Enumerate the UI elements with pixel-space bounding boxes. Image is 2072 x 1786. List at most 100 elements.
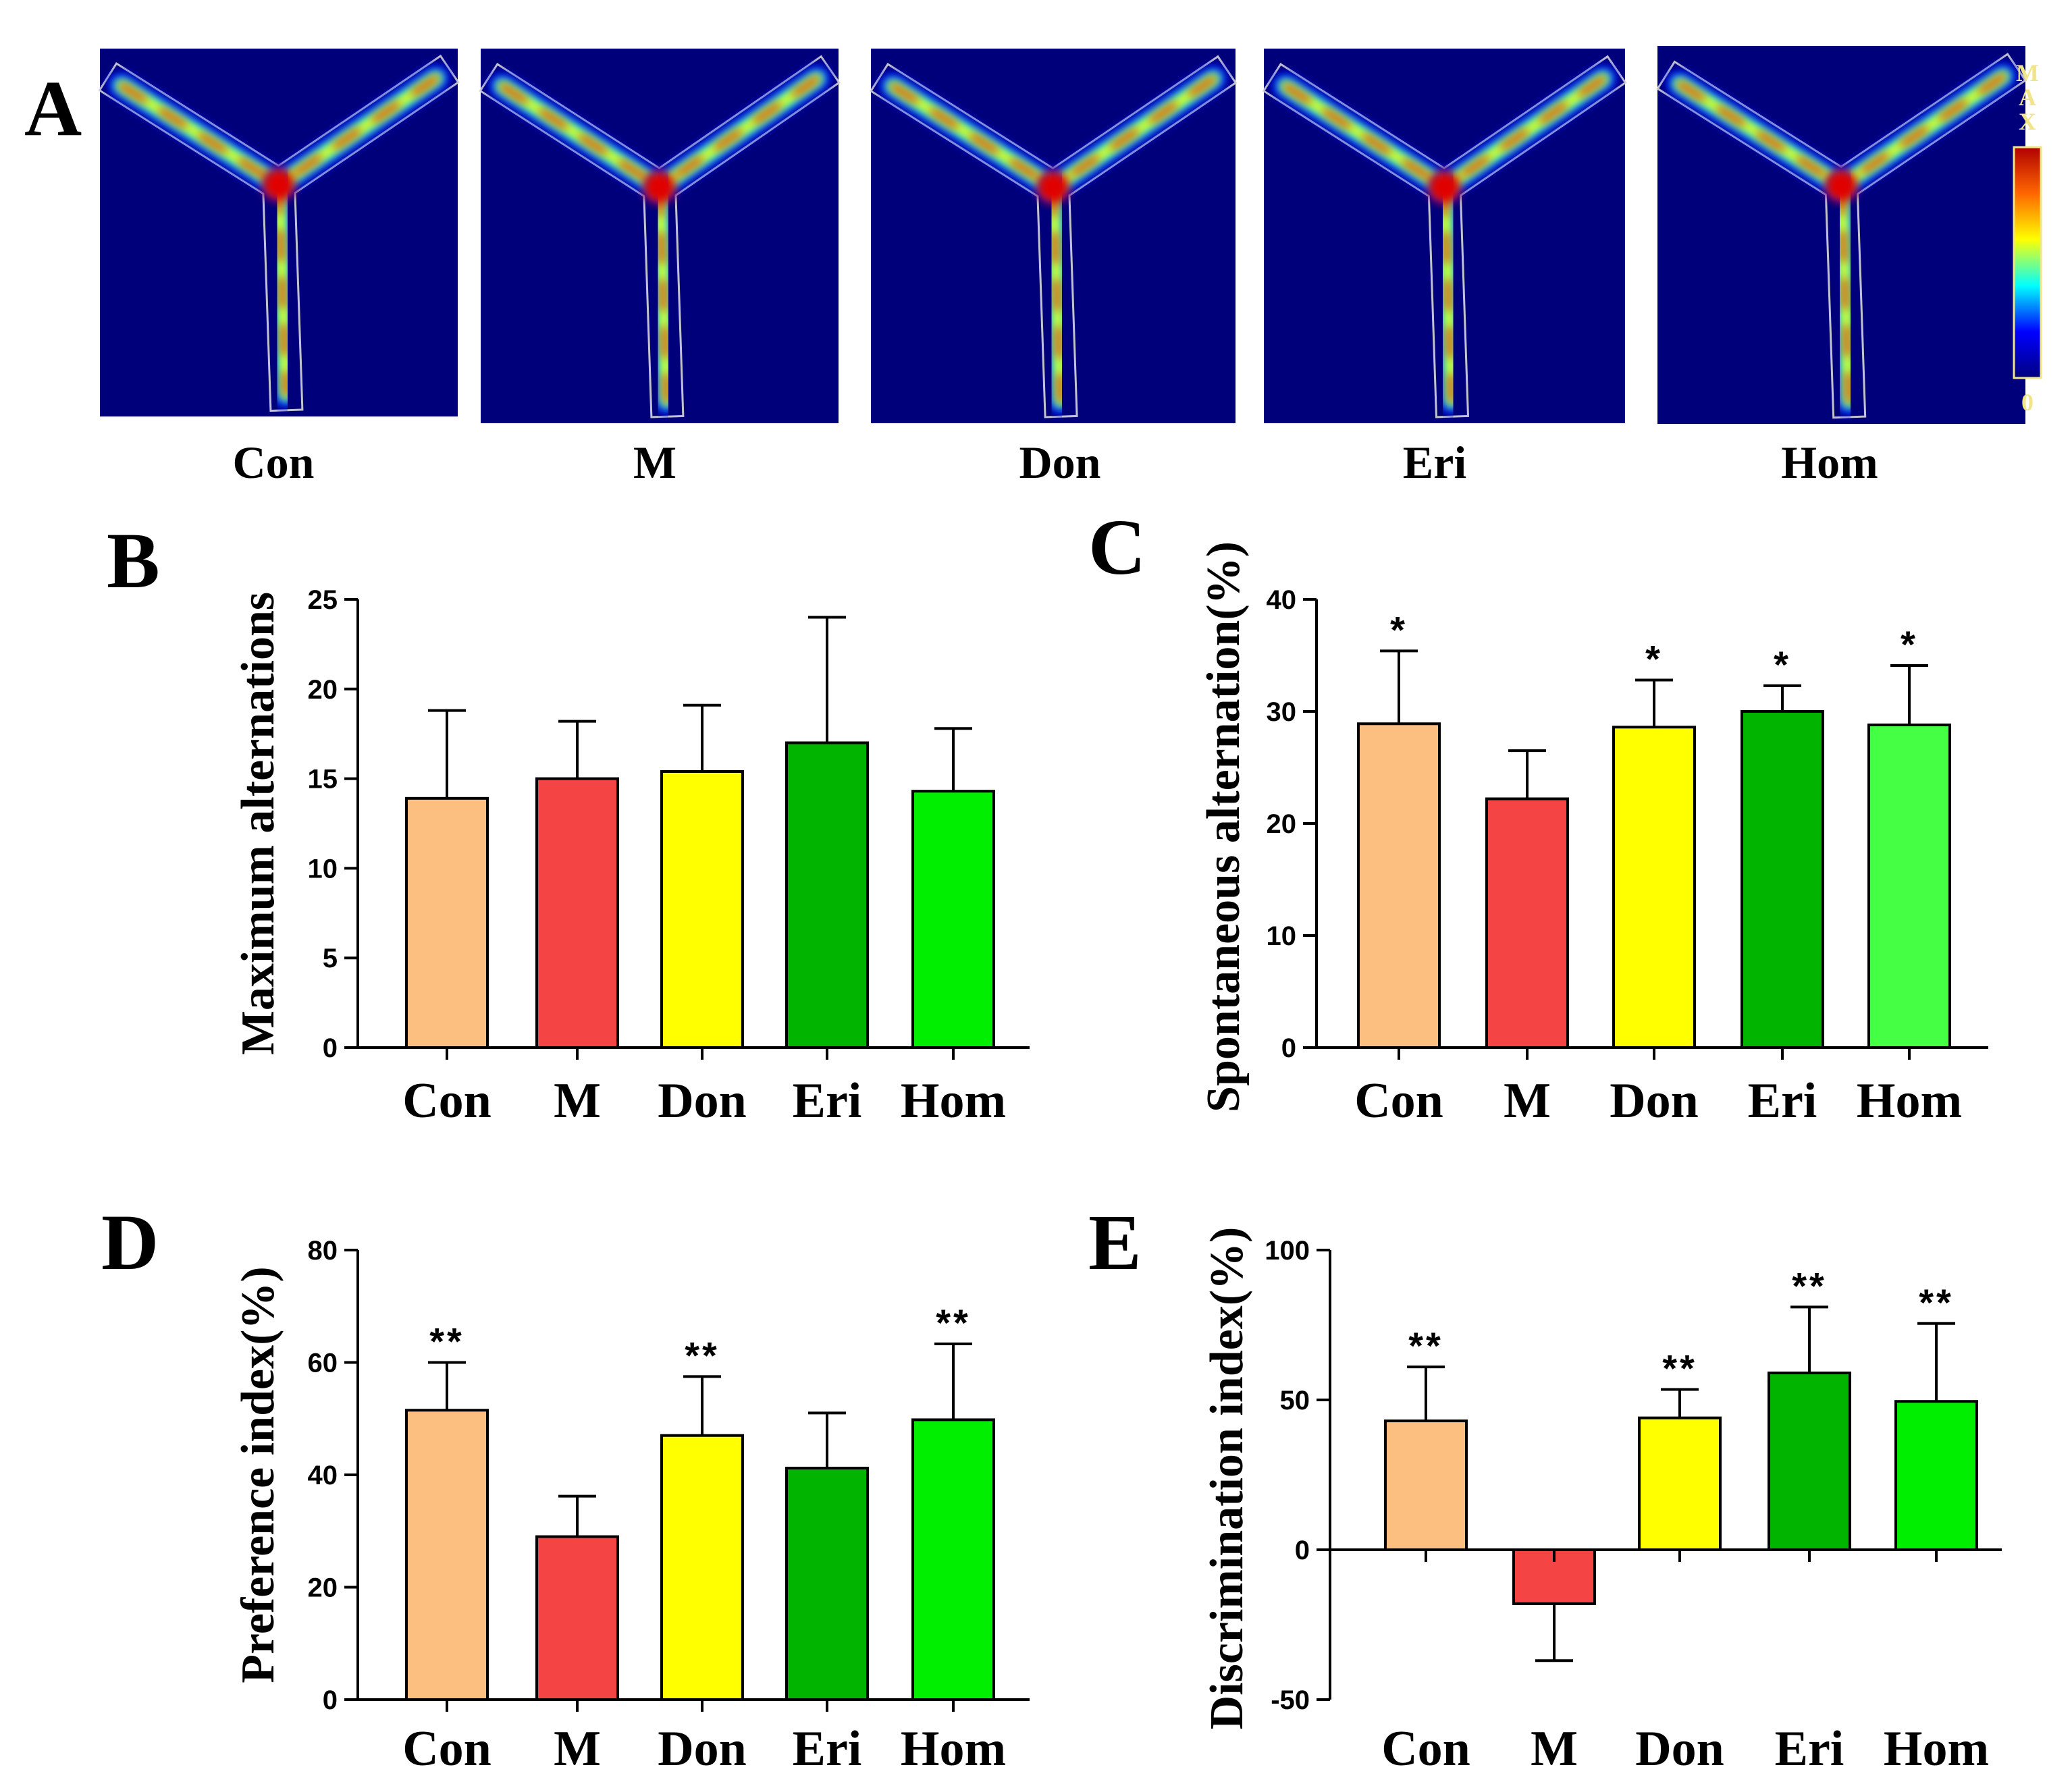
density-hotspot-center — [1037, 171, 1069, 204]
heatmap-hom — [1656, 46, 2027, 424]
density-trail-high — [276, 76, 439, 188]
scale-gradient — [2013, 146, 2042, 379]
significance-marker: ** — [685, 1334, 720, 1376]
y-tick-label: 0 — [323, 1685, 338, 1715]
heatmap-eri — [1262, 49, 1627, 423]
x-tick-label-don: Don — [658, 1721, 747, 1777]
y-tick-label: 40 — [308, 1461, 338, 1490]
heatmap-m — [479, 49, 841, 423]
y-tick-label: 40 — [1267, 585, 1297, 615]
y-tick-label: 25 — [308, 585, 338, 615]
density-trail-high — [119, 83, 282, 188]
significance-marker: ** — [936, 1301, 971, 1344]
density-trail-high — [1839, 74, 2006, 188]
significance-marker: ** — [1792, 1264, 1827, 1307]
y-tick-label: 0 — [1281, 1033, 1296, 1063]
y-axis-label: Preference index(%) — [232, 1266, 284, 1683]
y-tick-label: 50 — [1280, 1386, 1310, 1415]
bar-con — [1357, 722, 1441, 1049]
bar-hom — [1894, 1400, 1978, 1551]
x-tick-label-m: M — [554, 1721, 601, 1777]
y-axis-label: Spontaneous alternation(%) — [1198, 541, 1250, 1112]
x-tick-label-hom: Hom — [901, 1721, 1006, 1777]
y-axis-label: Discrimination index(%) — [1201, 1227, 1253, 1730]
panel-letter-b: B — [107, 516, 160, 605]
x-tick-label-eri: Eri — [793, 1073, 862, 1129]
y-tick-label: 20 — [308, 675, 338, 705]
significance-marker: ** — [1919, 1281, 1954, 1324]
density-trail-high — [1051, 184, 1063, 404]
density-trail-high — [1442, 184, 1454, 404]
x-tick-label-don: Don — [1610, 1073, 1699, 1129]
bar-con — [1384, 1419, 1468, 1552]
x-tick-label-don: Don — [1635, 1721, 1724, 1777]
density-trail-high — [1051, 76, 1217, 190]
density-trail-high — [1677, 81, 1844, 188]
bar-hom — [911, 790, 995, 1050]
x-tick-label-con: Con — [402, 1721, 492, 1777]
panel-letter-a: A — [24, 64, 82, 153]
chart-panel-e: E -50 0 50 100 Discrimination index(%) Con ** M D… — [1088, 1198, 2002, 1777]
significance-marker: ** — [1408, 1324, 1443, 1367]
density-hotspot-center — [263, 168, 295, 201]
significance-marker: ** — [1662, 1347, 1697, 1389]
bar-don — [1638, 1416, 1722, 1551]
heatmap-don — [869, 49, 1238, 423]
y-tick-label: 10 — [308, 854, 338, 884]
panel-letter-c: C — [1088, 503, 1146, 591]
bar-don — [660, 769, 744, 1049]
x-tick-label-hom: Hom — [1884, 1721, 1989, 1777]
chart-panel-c: C 0 10 20 30 40 Spontaneous alternation(%) Con *… — [1088, 503, 1988, 1129]
bar-eri — [785, 1467, 869, 1701]
density-hotspot-center — [643, 171, 676, 204]
x-tick-label-con: Con — [1354, 1073, 1443, 1129]
x-tick-label-hom: Hom — [1857, 1073, 1962, 1129]
x-tick-label-eri: Eri — [1775, 1721, 1844, 1777]
bar-hom — [911, 1418, 995, 1702]
density-trail-high — [276, 182, 289, 397]
panel-letter-d: D — [101, 1198, 159, 1287]
y-tick-label: 0 — [1295, 1536, 1310, 1565]
density-trail-high — [1839, 183, 1851, 404]
density-trail-high — [657, 184, 670, 404]
panel-letter-e: E — [1088, 1198, 1142, 1287]
y-tick-label: 20 — [308, 1573, 338, 1603]
density-trail-high — [890, 84, 1056, 190]
heatmap-row: Con M Don Eri Hom — [98, 46, 2027, 488]
y-tick-label: 0 — [323, 1033, 338, 1063]
bar-con — [405, 796, 489, 1050]
y-tick-label: 15 — [308, 765, 338, 794]
heatmap-label-hom: Hom — [1781, 437, 1878, 488]
y-tick-label: 30 — [1267, 697, 1297, 727]
density-trail-high — [1283, 84, 1447, 190]
bar-m — [1485, 797, 1569, 1049]
y-tick-label: 100 — [1265, 1236, 1310, 1266]
y-tick-label: 20 — [1267, 809, 1297, 839]
bar-eri — [785, 741, 869, 1049]
heatmap-label-don: Don — [1019, 437, 1101, 488]
heatmap-label-eri: Eri — [1403, 437, 1466, 488]
x-tick-label-eri: Eri — [1748, 1073, 1817, 1129]
significance-marker: ** — [429, 1320, 464, 1363]
bar-don — [660, 1434, 744, 1702]
significance-marker: * — [1774, 643, 1791, 686]
y-tick-label: 5 — [323, 944, 338, 973]
y-axis-label: Maximum alternations — [232, 592, 284, 1055]
y-tick-label: 60 — [308, 1349, 338, 1378]
bar-don — [1612, 726, 1696, 1049]
x-tick-label-m: M — [1504, 1073, 1551, 1129]
x-tick-label-con: Con — [1381, 1721, 1470, 1777]
chart-panel-b: B 0 5 10 15 20 25 Maximum alternations Con M Don Er… — [107, 516, 1030, 1129]
heatmap-label-m: M — [633, 437, 676, 488]
bar-charts: B 0 5 10 15 20 25 Maximum alternations Con M Don Er… — [101, 503, 2002, 1777]
bar-hom — [1867, 723, 1951, 1050]
significance-marker: * — [1645, 638, 1663, 680]
density-trail-high — [657, 76, 820, 190]
heatmap-con — [98, 49, 460, 416]
density-hotspot-center — [1825, 169, 1858, 202]
scale-min-label: 0 — [2021, 389, 2034, 416]
chart-panel-d: D 0 20 40 60 80 Preference index(%) Con ** M Don **… — [101, 1198, 1030, 1777]
